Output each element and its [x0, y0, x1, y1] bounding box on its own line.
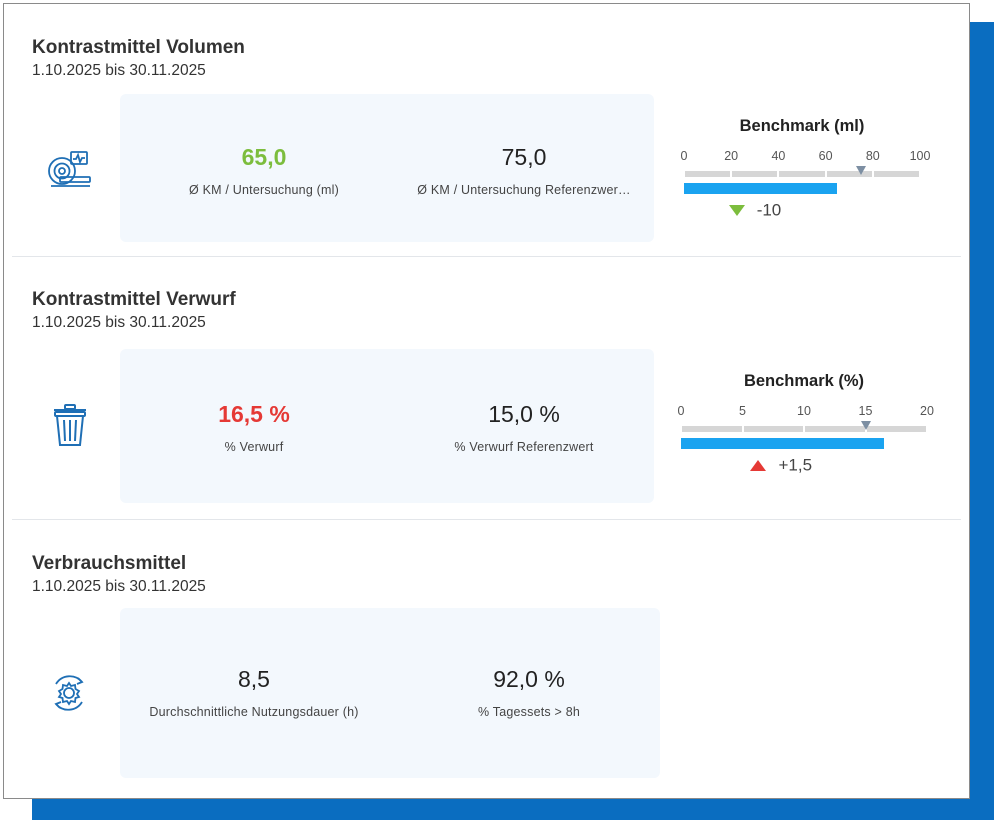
section-date-range: 1.10.2025 bis 30.11.2025: [32, 578, 206, 595]
benchmark-scale-segment: [732, 171, 778, 177]
gear-cycle-icon: [48, 672, 90, 719]
section-divider: [12, 256, 961, 257]
metric-tile: [120, 608, 660, 778]
benchmark-value-bar: [681, 438, 884, 449]
metric-value: 75,0: [501, 144, 547, 170]
metric-km-reference: 75,0 Ø KM / Untersuchung Referenzwer…: [394, 144, 654, 197]
metric-value: 92,0 %: [493, 666, 565, 692]
benchmark-tick-label: 60: [818, 149, 833, 163]
metric-value: 16,5 %: [218, 401, 290, 427]
metric-value: 65,0: [241, 144, 287, 170]
metric-km-per-exam: 65,0 Ø KM / Untersuchung (ml): [134, 144, 394, 197]
benchmark-tick-label: 0: [680, 149, 688, 163]
triangle-up-icon: [750, 460, 767, 472]
metric-label: Ø KM / Untersuchung Referenzwer…: [417, 183, 631, 197]
benchmark-reference-marker: [856, 166, 866, 175]
section-contrast-waste: Kontrastmittel Verwurf 1.10.2025 bis 30.…: [4, 257, 969, 519]
benchmark-tick-label: 15: [858, 404, 873, 418]
metric-daily-sets: 92,0 % % Tagessets > 8h: [399, 666, 659, 719]
benchmark-tick-label: 0: [677, 404, 685, 418]
benchmark-scale-segment: [685, 171, 731, 177]
benchmark-tick-label: 5: [739, 404, 746, 418]
benchmark-scale-segment: [873, 171, 919, 177]
benchmark-scale-segment: [779, 171, 825, 177]
benchmark-tick-label: 20: [724, 149, 739, 163]
benchmark-title: Benchmark (ml): [739, 117, 865, 135]
section-date-range: 1.10.2025 bis 30.11.2025: [32, 62, 206, 79]
benchmark-tick-label: 10: [797, 404, 811, 418]
benchmark-gauge: Benchmark (%) 0 5 10 15 20 +1,5: [677, 371, 934, 481]
section-contrast-volume: Kontrastmittel Volumen 1.10.2025 bis 30.…: [4, 4, 969, 256]
metric-label: Ø KM / Untersuchung (ml): [189, 183, 339, 197]
mri-scanner-icon: [46, 150, 92, 193]
metric-value: 15,0 %: [488, 401, 560, 427]
dashboard-card: Kontrastmittel Volumen 1.10.2025 bis 30.…: [3, 3, 970, 799]
section-divider: [12, 519, 961, 520]
metric-value: 8,5: [238, 666, 270, 692]
section-title: Kontrastmittel Volumen: [32, 37, 245, 58]
trash-bin-icon: [52, 403, 88, 452]
section-consumables: Verbrauchsmittel 1.10.2025 bis 30.11.202…: [4, 520, 969, 790]
section-date-range: 1.10.2025 bis 30.11.2025: [32, 314, 206, 331]
benchmark-scale-segment: [743, 426, 803, 432]
metric-label: % Tagessets > 8h: [478, 705, 580, 719]
metric-waste-reference: 15,0 % % Verwurf Referenzwert: [394, 401, 654, 454]
section-title: Kontrastmittel Verwurf: [32, 289, 236, 310]
metric-tile: [120, 349, 654, 503]
benchmark-title: Benchmark (%): [743, 372, 865, 390]
metric-tile: [120, 94, 654, 242]
benchmark-delta: -10: [728, 200, 782, 221]
metric-label: % Verwurf: [224, 440, 284, 454]
benchmark-tick-label: 20: [920, 404, 934, 418]
metric-label: Durchschnittliche Nutzungsdauer (h): [149, 705, 359, 719]
benchmark-tick-label: 100: [909, 149, 931, 163]
triangle-down-icon: [728, 205, 745, 217]
benchmark-scale-segment: [866, 426, 926, 432]
benchmark-tick-label: 40: [771, 149, 786, 163]
benchmark-scale-segment: [682, 426, 742, 432]
metric-usage-duration: 8,5 Durchschnittliche Nutzungsdauer (h): [124, 666, 384, 719]
benchmark-delta-value: +1,5: [778, 455, 813, 475]
benchmark-scale-segment: [826, 171, 872, 177]
benchmark-tick-label: 80: [865, 149, 880, 163]
metric-label: % Verwurf Referenzwert: [454, 440, 594, 454]
benchmark-reference-marker: [860, 421, 871, 430]
benchmark-delta-value: -10: [756, 200, 782, 220]
benchmark-scale-segment: [805, 426, 865, 432]
metric-waste-percent: 16,5 % % Verwurf: [124, 401, 384, 454]
benchmark-delta: +1,5: [750, 455, 812, 476]
benchmark-gauge: Benchmark (ml) 0 20 40 60 80 100 -10: [680, 116, 931, 226]
section-title: Verbrauchsmittel: [32, 553, 187, 574]
benchmark-value-bar: [684, 183, 838, 194]
